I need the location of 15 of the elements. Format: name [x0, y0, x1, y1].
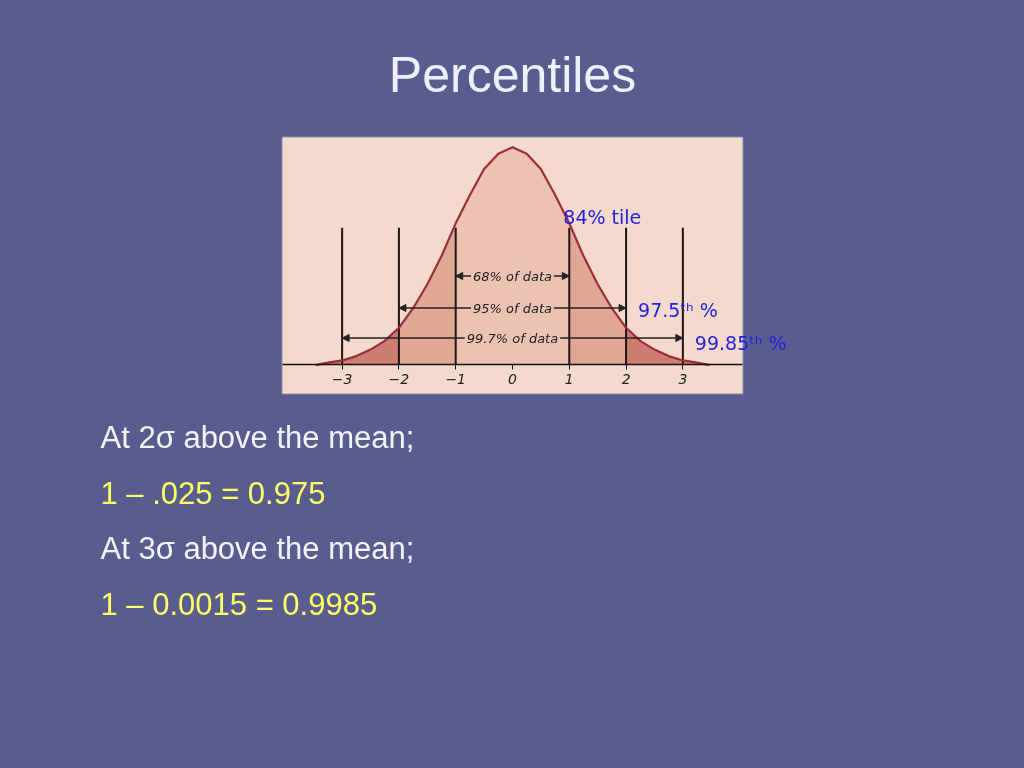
text: At 2σ above the mean; [100, 420, 415, 455]
x-tick-label: 3 [678, 370, 688, 387]
x-tick-label: 0 [508, 370, 518, 387]
text: At 3σ above the mean; [100, 531, 415, 566]
annotation: 68% of data [473, 268, 553, 284]
x-tick-label: 1 [564, 370, 574, 387]
x-tick-label: −3 [331, 370, 353, 387]
chart-title: Percentiles [388, 46, 637, 103]
annotation: 95% of data [473, 300, 553, 316]
x-tick-label: −1 [445, 370, 467, 387]
x-tick-label: −2 [388, 370, 410, 387]
text: 1 – .025 = 0.975 [100, 475, 326, 511]
x-tick-label: 2 [621, 370, 631, 387]
annotation: 99.7% of data [466, 330, 559, 346]
text: 1 – 0.0015 = 0.9985 [100, 586, 378, 622]
